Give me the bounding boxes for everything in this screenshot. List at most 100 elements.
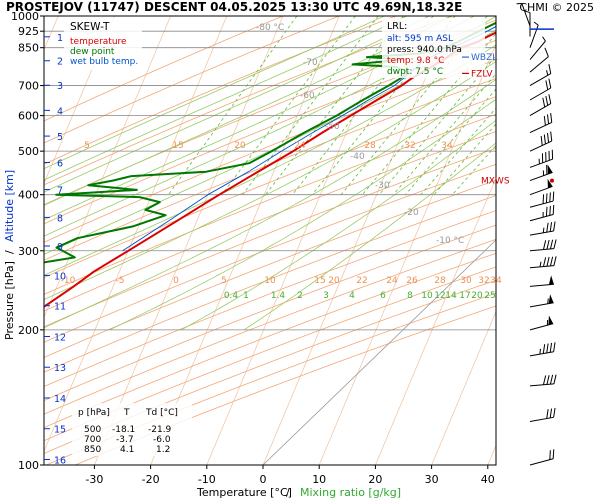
wind-barb-half: [540, 262, 541, 267]
temperature-tick-label: 30: [425, 473, 439, 486]
y-axis-separator: /: [3, 250, 16, 254]
dry-adiabat-label: 32: [404, 141, 415, 151]
x-axis-title: Temperature [°C]: [196, 486, 292, 499]
isotherm-label: -50: [325, 122, 340, 132]
table-row-500-t: -18.1: [112, 425, 135, 435]
wind-barbs: [517, 3, 557, 465]
legend-dewpoint: dew point: [70, 47, 115, 57]
isotherm-label: -30: [375, 181, 390, 191]
mixing-ratio-label: 8: [407, 291, 413, 301]
mixing-ratio-label: 1: [243, 291, 249, 301]
wind-barb-full: [545, 48, 548, 57]
altitude-tick-label: 6: [57, 158, 63, 169]
moist-adiabat-label: 5: [221, 276, 227, 286]
legend-wetbulb: wet bulb temp.: [70, 57, 138, 67]
wind-barb-full: [547, 344, 548, 353]
wind-barb-full: [547, 257, 549, 266]
altitude-tick-label: 9: [57, 242, 63, 253]
wind-barb: [530, 408, 555, 422]
wind-barb-staff: [530, 324, 553, 330]
altitude-tick-label: 8: [57, 213, 63, 224]
x-axis-title-2: Mixing ratio [g/kg]: [300, 486, 401, 499]
pressure-tick-label: 300: [18, 245, 39, 258]
altitude-tick-label: 3: [57, 81, 63, 92]
pressure-tick-label: 100: [18, 459, 39, 472]
wind-barb-full: [541, 136, 542, 145]
moist-adiabat-label: -5: [116, 276, 125, 286]
table-row-850-td: 1.2: [156, 445, 170, 455]
altitude-tick-label: 15: [54, 425, 66, 436]
wind-barb-full: [550, 192, 551, 201]
x-axis-separator: /: [286, 486, 290, 499]
wind-barb: [530, 316, 553, 330]
wind-barb-staff: [530, 352, 554, 356]
y-axis-title-2: Altitude [km]: [3, 170, 16, 242]
wind-barb-half: [540, 349, 541, 354]
wind-barb: [530, 94, 551, 115]
mxws-marker: MXWS: [481, 177, 510, 187]
wind-barb-full: [554, 342, 555, 351]
wind-barb-full: [543, 98, 545, 107]
mixing-ratio-label: 6: [380, 291, 386, 301]
wind-barb-half: [543, 37, 546, 41]
wind-barb-full: [554, 239, 556, 248]
wind-barb-staff: [530, 459, 553, 465]
temperature-tick-label: 40: [481, 473, 495, 486]
temperature-tick-label: 0: [260, 473, 267, 486]
wind-barb-full: [550, 206, 551, 215]
altitude-tick-label: 2: [57, 57, 63, 68]
moist-adiabat-label: 32: [478, 276, 489, 286]
wind-barb-staff: [530, 104, 551, 116]
altitude-tick-label: 14: [54, 394, 66, 405]
dry-adiabat-label: 28: [364, 141, 376, 151]
isotherm-line: [0, 16, 2, 465]
mixing-ratio-label: 0.4: [224, 291, 239, 301]
pressure-tick-label: 1000: [11, 10, 39, 23]
pressure-tick-label: 200: [18, 324, 39, 337]
wind-barb-full: [550, 375, 552, 384]
dry-adiabat-label: 15: [172, 141, 183, 151]
pressure-tick-label: 400: [18, 189, 39, 202]
wind-barb-full: [554, 375, 556, 384]
wind-barb: [530, 256, 556, 267]
wind-barb: [530, 449, 554, 465]
wbzl-label: WBZL: [471, 53, 497, 63]
wind-barb-staff: [530, 384, 554, 386]
credit-label: CHMI © 2025: [519, 1, 594, 14]
lrl-dewpoint: dwpt: 7.5 °C: [387, 67, 443, 77]
table-row-700-p: 700: [84, 435, 101, 445]
wind-barb-half: [534, 22, 538, 25]
wind-barb-full: [554, 256, 556, 265]
wind-barb-half: [548, 299, 549, 304]
moist-adiabat-label: 30: [460, 276, 472, 286]
wind-barb-staff: [530, 159, 553, 167]
isotherm-label: -70: [303, 58, 318, 68]
wind-barb-flag: [549, 275, 554, 284]
wind-barb-full: [543, 257, 545, 266]
moist-adiabat-label: 28: [434, 276, 446, 286]
wind-barb-full: [546, 207, 547, 216]
y-axis-title: Pressure [hPa]: [3, 261, 16, 340]
wind-barb-full: [543, 194, 544, 203]
moist-adiabat-label: 22: [356, 276, 367, 286]
wind-barb-full: [550, 240, 552, 249]
moist-adiabat-label: 10: [264, 276, 276, 286]
wind-barb-staff: [530, 74, 551, 86]
wind-barb-staff: [530, 141, 552, 151]
table-header-p: p [hPa]: [78, 408, 110, 418]
wind-barb: [530, 294, 554, 307]
wind-barb-half: [543, 228, 544, 233]
dry-adiabat-label: 34: [441, 141, 453, 151]
legend-temperature: temperature: [70, 37, 127, 47]
wind-barb-flag: [549, 294, 554, 303]
altitude-tick-label: 13: [54, 363, 66, 374]
wind-barb-full: [554, 222, 555, 231]
wind-barb: [530, 132, 552, 152]
mixing-ratio-label: 1.4: [271, 291, 286, 301]
wind-barb-full: [543, 240, 545, 249]
wind-barb: [530, 150, 553, 168]
legend-title: SKEW-T: [70, 21, 110, 33]
wind-barb: [530, 179, 553, 195]
table-row-700-td: -6.0: [153, 435, 171, 445]
